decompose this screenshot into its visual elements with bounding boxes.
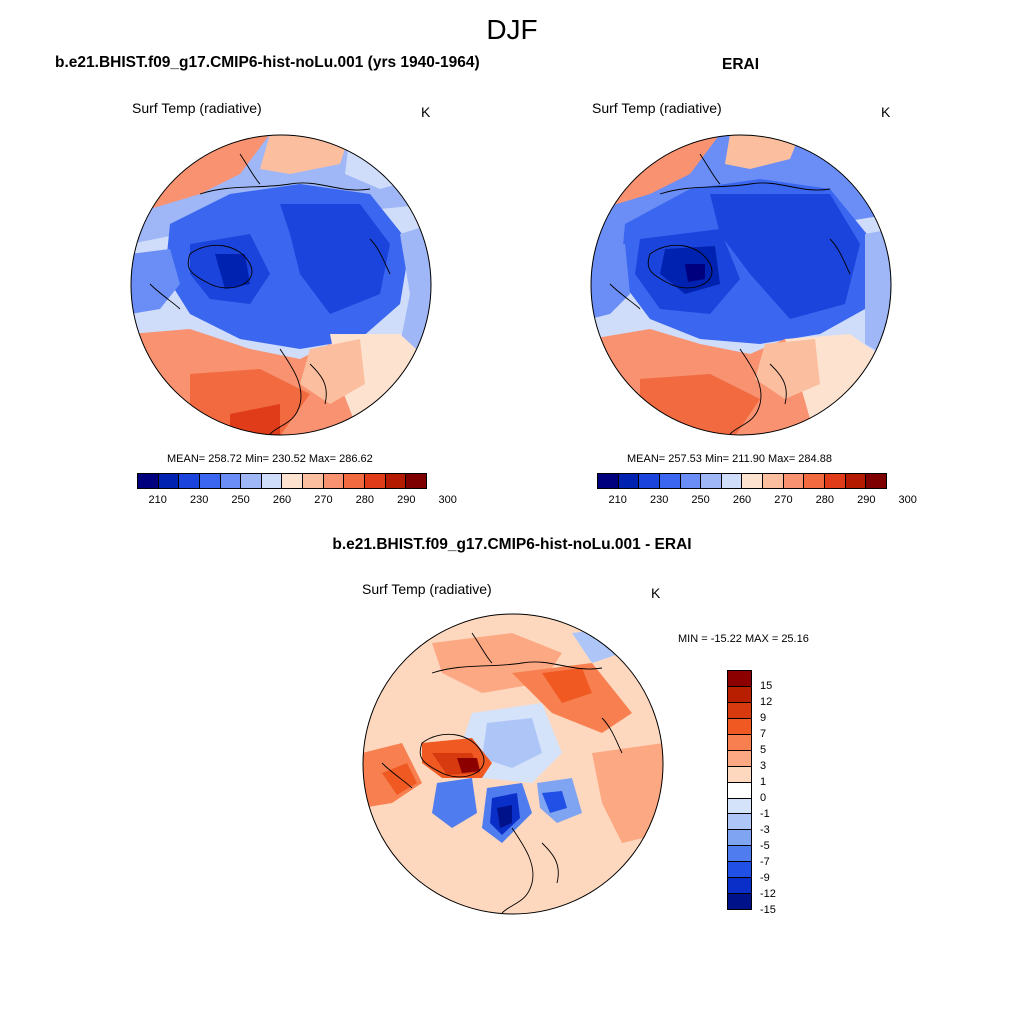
obs-variable-label: Surf Temp (radiative) xyxy=(592,100,722,116)
diff-colorbar-tick-label: 3 xyxy=(760,760,767,772)
diff-polar-map xyxy=(362,613,664,915)
model-colorbar-cell-4 xyxy=(220,474,242,488)
obs-colorbar-tick-label: 300 xyxy=(898,494,917,506)
model-colorbar-tick-label: 300 xyxy=(438,494,457,506)
model-colorbar-cell-9 xyxy=(323,474,345,488)
diff-colorbar-cell-7 xyxy=(728,782,751,799)
diff-colorbar-cell-0 xyxy=(728,671,751,687)
diff-colorbar-tick-label: -5 xyxy=(760,840,770,852)
obs-colorbar-cell-2 xyxy=(639,474,660,488)
diff-colorbar-tick-label: -7 xyxy=(760,856,770,868)
diff-colorbar-cell-14 xyxy=(728,894,751,910)
obs-colorbar-tick-label: 250 xyxy=(691,494,710,506)
diff-colorbar-cell-1 xyxy=(728,686,751,703)
model-colorbar-cell-2 xyxy=(179,474,200,488)
obs-colorbar-cell-11 xyxy=(825,474,846,488)
diff-colorbar-cell-4 xyxy=(728,734,751,751)
diff-colorbar-cell-3 xyxy=(728,718,751,735)
obs-unit-label: K xyxy=(881,104,891,120)
diff-colorbar-cell-9 xyxy=(728,814,751,831)
model-stats: MEAN= 258.72 Min= 230.52 Max= 286.62 xyxy=(167,453,373,465)
model-unit-label: K xyxy=(421,104,431,120)
model-colorbar-cell-1 xyxy=(158,474,180,488)
diff-colorbar-cell-11 xyxy=(728,846,751,863)
diff-colorbar-cell-6 xyxy=(728,766,751,783)
obs-colorbar-cell-7 xyxy=(742,474,764,488)
obs-colorbar xyxy=(597,473,887,489)
model-colorbar-cell-0 xyxy=(138,474,159,488)
model-colorbar xyxy=(137,473,427,489)
model-colorbar-cell-7 xyxy=(282,474,304,488)
obs-colorbar-tick-label: 290 xyxy=(857,494,876,506)
obs-colorbar-tick-label: 260 xyxy=(732,494,752,506)
diff-colorbar-tick-label: -15 xyxy=(760,904,776,916)
obs-colorbar-cell-4 xyxy=(680,474,702,488)
obs-colorbar-cell-5 xyxy=(701,474,722,488)
model-colorbar-ticks: 210 230 250 260 270 280 290 300 xyxy=(137,494,457,508)
obs-colorbar-cell-10 xyxy=(804,474,826,488)
model-colorbar-tick-label: 280 xyxy=(355,494,375,506)
model-polar-map xyxy=(130,134,432,436)
obs-colorbar-tick-label: 270 xyxy=(774,494,793,506)
diff-unit-label: K xyxy=(651,585,661,601)
diff-colorbar xyxy=(727,670,752,910)
model-colorbar-cell-3 xyxy=(199,474,221,488)
obs-colorbar-cell-3 xyxy=(659,474,681,488)
diff-colorbar-cell-8 xyxy=(728,798,751,815)
model-colorbar-tick-label: 230 xyxy=(189,494,209,506)
diff-variable-label: Surf Temp (radiative) xyxy=(362,581,492,597)
obs-polar-map xyxy=(590,134,892,436)
model-colorbar-cell-11 xyxy=(365,474,386,488)
model-colorbar-tick-label: 270 xyxy=(314,494,333,506)
diff-colorbar-cell-13 xyxy=(728,878,751,895)
model-colorbar-tick-label: 250 xyxy=(231,494,250,506)
diff-colorbar-tick-label: 12 xyxy=(760,696,773,708)
model-colorbar-cell-12 xyxy=(385,474,407,488)
model-colorbar-cell-13 xyxy=(406,474,426,488)
model-colorbar-cell-6 xyxy=(261,474,283,488)
model-colorbar-cell-8 xyxy=(303,474,324,488)
diff-colorbar-tick-label: 7 xyxy=(760,728,767,740)
diff-colorbar-tick-label: -12 xyxy=(760,888,776,900)
diff-colorbar-tick-label: 0 xyxy=(760,792,767,804)
model-panel-title: b.e21.BHIST.f09_g17.CMIP6-hist-noLu.001 … xyxy=(55,54,480,71)
diff-colorbar-tick-label: 1 xyxy=(760,776,767,788)
model-colorbar-tick-label: 210 xyxy=(148,494,167,506)
diff-colorbar-cell-5 xyxy=(728,750,751,767)
diff-colorbar-tick-label: -3 xyxy=(760,824,770,836)
obs-colorbar-ticks: 210 230 250 260 270 280 290 300 xyxy=(597,494,917,508)
obs-stats: MEAN= 257.53 Min= 211.90 Max= 284.88 xyxy=(627,453,832,465)
obs-colorbar-cell-13 xyxy=(866,474,886,488)
obs-colorbar-tick-label: 280 xyxy=(815,494,835,506)
diff-colorbar-ticks: 15 12 9 7 5 3 1 0 -1 -3 -5 -7 -9 -12 -15 xyxy=(760,670,800,916)
diff-colorbar-tick-label: -9 xyxy=(760,872,770,884)
model-colorbar-cell-5 xyxy=(241,474,262,488)
model-colorbar-tick-label: 260 xyxy=(272,494,292,506)
obs-colorbar-tick-label: 230 xyxy=(649,494,669,506)
model-variable-label: Surf Temp (radiative) xyxy=(132,100,262,116)
diff-colorbar-cell-12 xyxy=(728,862,751,879)
diff-colorbar-tick-label: -1 xyxy=(760,808,770,820)
obs-colorbar-cell-9 xyxy=(783,474,805,488)
obs-colorbar-cell-6 xyxy=(721,474,743,488)
model-colorbar-tick-label: 290 xyxy=(397,494,416,506)
diff-panel-title: b.e21.BHIST.f09_g17.CMIP6-hist-noLu.001 … xyxy=(332,536,692,553)
obs-colorbar-cell-1 xyxy=(618,474,640,488)
obs-colorbar-cell-0 xyxy=(598,474,619,488)
obs-panel-title: ERAI xyxy=(722,56,760,73)
diff-colorbar-cell-2 xyxy=(728,702,751,719)
model-colorbar-cell-10 xyxy=(344,474,366,488)
obs-colorbar-cell-8 xyxy=(763,474,784,488)
diff-colorbar-tick-label: 15 xyxy=(760,680,773,692)
figure-title: DJF xyxy=(486,14,538,45)
diff-stats: MIN = -15.22 MAX = 25.16 xyxy=(678,633,809,645)
obs-colorbar-cell-12 xyxy=(845,474,867,488)
diff-colorbar-cell-10 xyxy=(728,830,751,847)
diff-colorbar-tick-label: 9 xyxy=(760,712,767,724)
diff-colorbar-tick-label: 5 xyxy=(760,744,767,756)
obs-colorbar-tick-label: 210 xyxy=(608,494,627,506)
